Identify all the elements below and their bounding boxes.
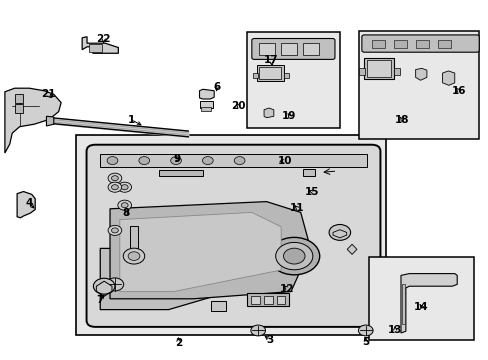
Polygon shape — [17, 192, 35, 218]
Text: 9: 9 — [173, 154, 180, 164]
Polygon shape — [346, 244, 356, 255]
Circle shape — [250, 325, 265, 336]
Polygon shape — [264, 108, 273, 118]
Circle shape — [121, 203, 128, 208]
Circle shape — [118, 182, 131, 192]
Text: 19: 19 — [282, 111, 296, 121]
Bar — [276, 296, 285, 304]
Bar — [129, 226, 138, 249]
Bar — [366, 60, 390, 77]
Circle shape — [128, 252, 140, 260]
Bar — [89, 44, 102, 52]
Bar — [252, 73, 257, 78]
Bar — [211, 301, 225, 311]
Circle shape — [328, 225, 350, 240]
Text: 2: 2 — [175, 338, 182, 348]
Bar — [259, 43, 274, 55]
Circle shape — [106, 278, 123, 291]
Circle shape — [268, 237, 319, 275]
Bar — [368, 257, 473, 340]
Bar — [364, 58, 393, 79]
Bar — [100, 154, 366, 167]
Circle shape — [283, 248, 305, 264]
Text: 22: 22 — [96, 34, 111, 44]
Polygon shape — [110, 202, 310, 299]
Text: 18: 18 — [394, 114, 408, 125]
Circle shape — [93, 278, 115, 294]
Bar — [303, 169, 315, 176]
Bar — [251, 296, 260, 304]
Bar — [246, 32, 339, 128]
Text: 4: 4 — [25, 198, 33, 208]
Circle shape — [139, 157, 149, 165]
Text: 16: 16 — [450, 86, 465, 96]
Bar — [371, 40, 385, 48]
Text: 6: 6 — [213, 82, 220, 92]
Polygon shape — [199, 89, 214, 99]
Circle shape — [118, 200, 131, 210]
Bar — [393, 40, 407, 48]
Bar — [402, 284, 404, 324]
Text: 13: 13 — [387, 325, 402, 336]
Bar — [247, 293, 288, 306]
Text: 5: 5 — [362, 337, 368, 347]
Circle shape — [108, 225, 122, 235]
Bar — [359, 68, 365, 75]
Bar — [201, 107, 211, 111]
Bar — [159, 170, 203, 176]
Bar — [256, 65, 283, 81]
Text: 14: 14 — [413, 302, 428, 312]
Bar — [283, 73, 288, 78]
Text: 11: 11 — [289, 203, 304, 213]
Circle shape — [123, 248, 144, 264]
Text: 3: 3 — [266, 335, 273, 345]
Polygon shape — [82, 37, 118, 53]
FancyBboxPatch shape — [86, 145, 380, 327]
Bar — [15, 104, 23, 113]
Text: 10: 10 — [277, 156, 292, 166]
Text: 21: 21 — [41, 89, 55, 99]
Bar — [415, 40, 428, 48]
Circle shape — [202, 157, 213, 165]
Polygon shape — [442, 71, 454, 85]
Bar — [393, 68, 399, 75]
Polygon shape — [400, 274, 456, 333]
Circle shape — [275, 242, 312, 270]
Text: 8: 8 — [122, 208, 129, 218]
Text: 15: 15 — [304, 186, 319, 197]
Text: 12: 12 — [280, 284, 294, 294]
Circle shape — [121, 185, 128, 190]
Bar — [264, 296, 272, 304]
Bar — [259, 67, 281, 79]
Text: 7: 7 — [96, 294, 104, 305]
Bar — [199, 101, 213, 108]
Circle shape — [111, 176, 118, 181]
Circle shape — [358, 325, 372, 336]
Circle shape — [170, 157, 181, 165]
Text: 17: 17 — [264, 55, 278, 66]
Text: 20: 20 — [231, 101, 245, 111]
Circle shape — [108, 173, 122, 183]
Text: 1: 1 — [127, 114, 134, 125]
Bar — [281, 43, 296, 55]
Bar — [359, 31, 478, 139]
Bar — [303, 43, 318, 55]
FancyBboxPatch shape — [251, 39, 334, 59]
Bar — [437, 40, 450, 48]
Circle shape — [111, 185, 118, 190]
Circle shape — [107, 157, 118, 165]
Circle shape — [234, 157, 244, 165]
Polygon shape — [415, 68, 426, 80]
Circle shape — [111, 228, 118, 233]
Polygon shape — [100, 248, 232, 310]
Bar — [15, 94, 23, 103]
Bar — [76, 135, 386, 335]
Polygon shape — [5, 88, 61, 153]
FancyBboxPatch shape — [361, 35, 478, 52]
Circle shape — [108, 182, 122, 192]
Polygon shape — [46, 116, 54, 126]
Polygon shape — [120, 212, 281, 292]
